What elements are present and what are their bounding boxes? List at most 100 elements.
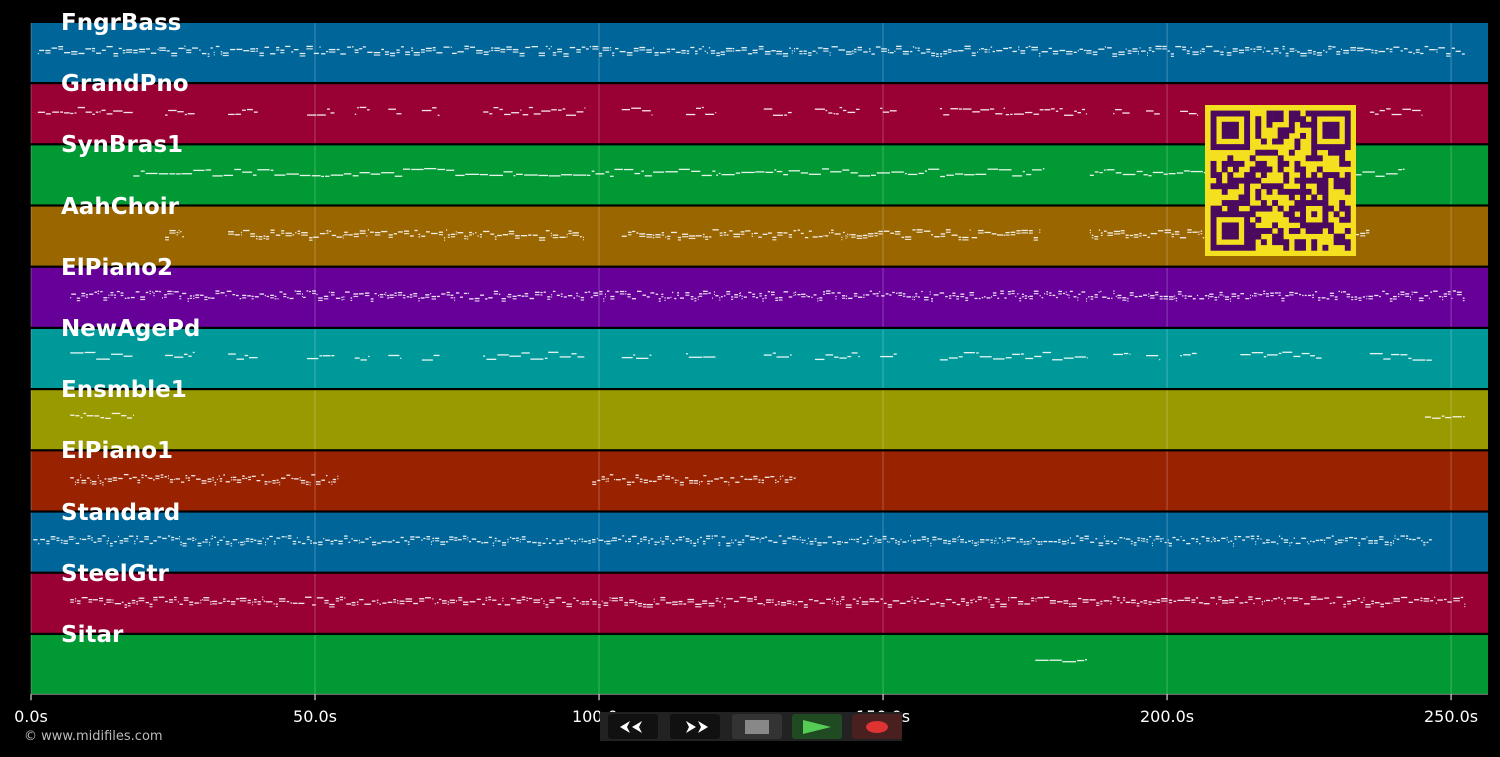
note <box>534 291 540 293</box>
note <box>102 484 104 486</box>
note <box>167 290 172 293</box>
track-lane[interactable] <box>30 451 1488 511</box>
note <box>601 600 603 602</box>
note <box>702 540 706 543</box>
note <box>742 539 745 541</box>
note <box>1285 55 1289 57</box>
note <box>751 235 754 237</box>
note <box>1324 597 1330 599</box>
track-lane[interactable] <box>30 23 1488 82</box>
note <box>223 474 225 476</box>
note <box>862 543 867 545</box>
note <box>1104 46 1107 48</box>
note <box>318 299 323 302</box>
play-button[interactable] <box>792 714 842 739</box>
note <box>133 49 138 51</box>
record-button[interactable] <box>852 714 902 739</box>
note <box>179 535 181 538</box>
note <box>467 539 469 541</box>
note <box>677 239 682 241</box>
qr-module <box>1305 222 1312 229</box>
note <box>524 174 538 176</box>
transport-controls <box>600 712 902 741</box>
note <box>599 293 603 295</box>
note <box>1323 49 1325 52</box>
note <box>1163 295 1169 298</box>
note <box>1405 535 1409 537</box>
note <box>609 599 611 601</box>
note <box>540 291 543 294</box>
note <box>1168 602 1173 604</box>
note <box>1253 48 1256 50</box>
note <box>108 540 110 542</box>
note <box>91 537 93 539</box>
note <box>1424 45 1429 48</box>
note <box>841 239 843 241</box>
stop-button[interactable] <box>732 714 782 739</box>
track-lane[interactable] <box>30 573 1488 633</box>
note <box>1171 233 1174 235</box>
note <box>268 481 270 483</box>
qr-module <box>1238 160 1245 167</box>
note <box>239 600 247 602</box>
note <box>240 231 242 234</box>
note <box>150 52 157 54</box>
qr-module <box>1227 228 1234 234</box>
qr-module <box>1283 177 1290 184</box>
track-lane[interactable] <box>30 390 1488 450</box>
note <box>332 478 337 481</box>
note <box>643 482 648 484</box>
note <box>1293 537 1295 539</box>
note <box>636 357 649 359</box>
qr-module <box>1328 132 1334 139</box>
rewind-button[interactable] <box>608 714 658 739</box>
note <box>653 601 655 603</box>
note <box>312 604 316 606</box>
note <box>239 297 242 300</box>
qr-module <box>1210 228 1217 234</box>
note <box>874 537 877 540</box>
note <box>516 540 519 542</box>
track-lane[interactable] <box>30 329 1488 388</box>
note <box>793 292 795 294</box>
note <box>1357 297 1359 299</box>
note <box>112 599 114 601</box>
track-lane[interactable] <box>30 635 1488 694</box>
note <box>192 351 195 354</box>
note <box>1274 292 1278 294</box>
note <box>590 296 593 298</box>
note <box>1329 292 1334 294</box>
note <box>1336 51 1341 53</box>
qr-module <box>1311 149 1318 156</box>
note <box>402 168 411 170</box>
note <box>1049 659 1062 661</box>
note <box>189 604 194 606</box>
track-lane[interactable] <box>30 267 1488 327</box>
note <box>1046 291 1049 293</box>
note <box>1152 171 1164 174</box>
note <box>890 232 894 234</box>
qr-module <box>1227 177 1234 184</box>
note <box>628 538 632 540</box>
note <box>545 604 549 606</box>
note <box>507 538 509 541</box>
qr-code[interactable] <box>1205 105 1356 256</box>
note <box>1256 535 1260 537</box>
note <box>930 545 932 547</box>
note <box>1140 537 1142 539</box>
track-lane[interactable] <box>30 512 1488 572</box>
qr-module <box>1255 166 1262 173</box>
note <box>179 603 183 605</box>
note <box>752 52 758 54</box>
note <box>619 599 624 601</box>
note <box>178 229 180 232</box>
fast-forward-button[interactable] <box>670 714 720 739</box>
note <box>1088 296 1090 298</box>
note <box>1149 536 1152 538</box>
note <box>1168 172 1176 175</box>
note <box>457 539 462 541</box>
note <box>133 414 135 416</box>
note <box>646 233 653 236</box>
note <box>393 601 397 603</box>
qr-module <box>1210 110 1217 117</box>
